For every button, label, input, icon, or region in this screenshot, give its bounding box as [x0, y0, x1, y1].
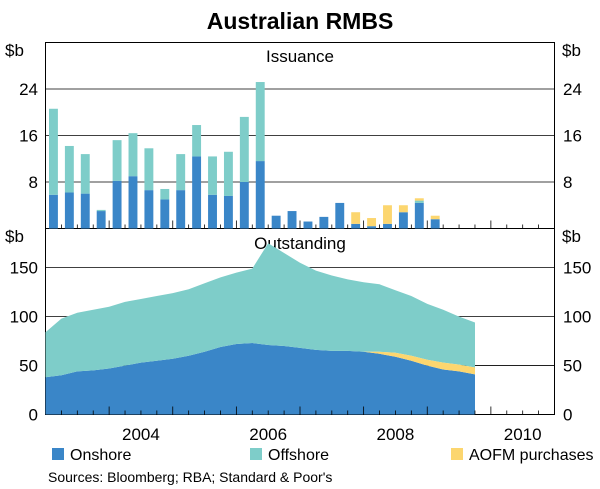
issuance-bar-onshore [303, 221, 313, 229]
issuance-ytick-right: 8 [563, 173, 572, 192]
issuance-bar-onshore [239, 182, 249, 229]
issuance-bar-aofm-purchases [351, 212, 361, 224]
outstanding-panel-title: Outstanding [254, 234, 346, 253]
issuance-bar-onshore [367, 226, 377, 229]
x-axis-tick-label: 2004 [122, 425, 160, 444]
issuance-bar-onshore [335, 202, 345, 229]
outstanding-area-onshore [45, 343, 475, 415]
issuance-bar-onshore [128, 176, 138, 229]
issuance-bar-onshore [160, 199, 170, 229]
x-axis-tick-label: 2008 [377, 425, 415, 444]
x-axis-tick-label: 2010 [504, 425, 542, 444]
legend: Onshore Offshore AOFM purchases [52, 447, 593, 464]
issuance-bar-onshore [383, 223, 392, 229]
outstanding-ytick-right: 0 [563, 406, 572, 425]
issuance-bar-offshore [80, 154, 90, 194]
issuance-panel-title: Issuance [266, 47, 334, 66]
legend-swatch-onshore [52, 448, 64, 460]
issuance-bar-offshore [208, 156, 217, 195]
issuance-bar-offshore [192, 125, 202, 157]
chart-title: Australian RMBS [207, 8, 394, 34]
issuance-bar-offshore [48, 108, 58, 195]
issuance-bar-offshore [176, 154, 186, 191]
legend-swatch-offshore [250, 448, 262, 460]
issuance-bar-onshore [144, 190, 154, 229]
x-axis-tick-label: 2006 [249, 425, 287, 444]
issuance-bar-offshore [160, 188, 170, 200]
issuance-bar-aofm-purchases [367, 218, 377, 227]
issuance-bar-aofm-purchases [430, 215, 440, 220]
outstanding-ytick-right: 50 [563, 357, 582, 376]
issuance-bar-offshore [128, 133, 138, 177]
outstanding-ytick-right: 150 [563, 259, 591, 278]
issuance-bar-onshore [414, 202, 424, 229]
issuance-bar-onshore [271, 215, 281, 229]
issuance-bar-onshore [96, 211, 106, 229]
issuance-unit-left: $b [5, 41, 24, 60]
issuance-ytick-left: 24 [19, 80, 38, 99]
issuance-bar-onshore [208, 194, 217, 229]
issuance-bar-offshore [112, 140, 122, 181]
issuance-unit-right: $b [562, 41, 581, 60]
issuance-ytick-left: 8 [29, 173, 38, 192]
outstanding-area-offshore [45, 243, 475, 378]
outstanding-unit-right: $b [562, 227, 581, 246]
issuance-bar-onshore [319, 216, 329, 229]
issuance-bar-onshore [64, 192, 74, 229]
issuance-bar-offshore [144, 148, 154, 191]
outstanding-ytick-left: 50 [19, 357, 38, 376]
issuance-bar-offshore [414, 200, 424, 203]
issuance-ytick-right: 16 [563, 127, 582, 146]
issuance-bar-onshore [223, 195, 233, 229]
issuance-bar-onshore [48, 194, 58, 229]
issuance-bar-offshore [239, 116, 249, 182]
legend-swatch-aofm [451, 448, 463, 460]
legend-label-onshore: Onshore [70, 447, 131, 464]
issuance-bar-aofm-purchases [383, 205, 392, 224]
issuance-bar-onshore [255, 161, 265, 229]
outstanding-ytick-left: 0 [29, 406, 38, 425]
issuance-bar-onshore [176, 190, 186, 229]
issuance-bar-offshore [223, 151, 233, 196]
issuance-bar-onshore [192, 156, 202, 229]
outstanding-ytick-left: 100 [10, 308, 38, 327]
issuance-bar-onshore [287, 211, 297, 229]
outstanding-ytick-left: 150 [10, 259, 38, 278]
issuance-bar-onshore [351, 223, 361, 229]
issuance-bar-onshore [430, 219, 440, 229]
issuance-bar-onshore [112, 180, 122, 229]
issuance-ytick-right: 24 [563, 80, 582, 99]
source-note: Sources: Bloomberg; RBA; Standard & Poor… [48, 469, 332, 485]
outstanding-unit-left: $b [5, 227, 24, 246]
outstanding-ytick-right: 100 [563, 308, 591, 327]
issuance-ytick-left: 16 [19, 127, 38, 146]
issuance-bar-aofm-purchases [398, 205, 408, 213]
issuance-bar-offshore [255, 82, 265, 162]
issuance-bar-onshore [398, 212, 408, 229]
issuance-bar-onshore [80, 193, 90, 229]
issuance-bar-offshore [64, 145, 74, 193]
legend-label-offshore: Offshore [268, 447, 329, 464]
issuance-bar-offshore [96, 209, 106, 212]
legend-label-aofm: AOFM purchases [469, 447, 593, 464]
issuance-bar-aofm-purchases [414, 198, 424, 201]
